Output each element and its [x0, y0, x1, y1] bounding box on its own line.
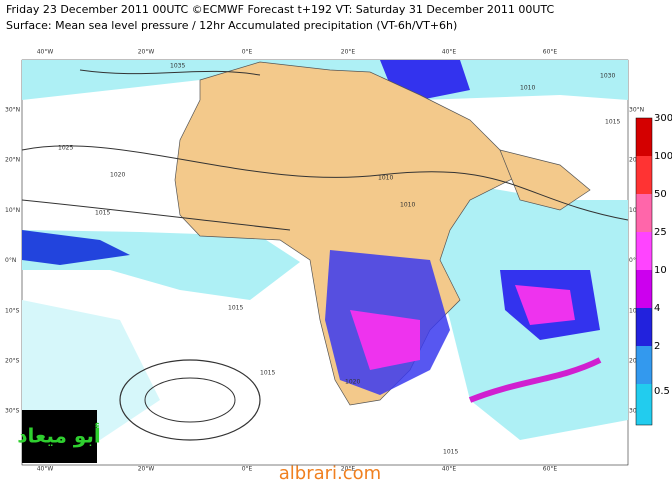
lat-label-left: 10°S — [5, 307, 20, 314]
colorbar-label: 0.5 — [654, 386, 670, 397]
colorbar — [635, 117, 653, 426]
lon-label-top: 60°E — [543, 49, 558, 56]
isobar-label: 1010 — [520, 85, 535, 92]
watermark: أبو ميعاد — [17, 422, 100, 448]
lat-label-left: 20°S — [5, 358, 20, 365]
colorbar-label: 10 — [654, 265, 667, 276]
map-area — [21, 59, 629, 466]
colorbar-labels: 300 100 50 25 10 4 2 0.5 — [654, 113, 672, 397]
lon-label-bottom: 40°E — [442, 466, 457, 473]
lat-label-right: 30°N — [629, 107, 644, 114]
colorbar-label: 25 — [654, 227, 667, 238]
site-name: albrari.com — [279, 463, 381, 483]
lon-label-top: 20°E — [341, 49, 356, 56]
lon-label-top: 40°E — [442, 49, 457, 56]
lon-label-bottom: 20°E — [341, 466, 356, 473]
lat-label-left: 0°N — [5, 257, 16, 264]
lon-label-top: 0°E — [242, 49, 253, 56]
isobar-label: 1015 — [443, 449, 458, 456]
isobar-label: 1010 — [400, 202, 415, 209]
isobar-label: 1030 — [600, 73, 615, 80]
lat-label-left: 30°N — [5, 107, 20, 114]
isobar-label: 1010 — [378, 175, 393, 182]
lat-label-left: 20°N — [5, 157, 20, 164]
colorbar-label: 50 — [654, 189, 667, 200]
lon-label-bottom: 20°W — [138, 466, 155, 473]
lon-label-bottom: 0°E — [242, 466, 253, 473]
isobar-label: 1020 — [345, 379, 360, 386]
lon-label-top: 40°W — [37, 49, 54, 56]
isobar-label: 1035 — [170, 63, 185, 70]
isobar-labels: 1035 1025 1020 1015 1015 1010 1015 1020 1010 1030… — [58, 63, 620, 456]
watermark-box — [22, 410, 97, 463]
title-line2: Surface: Mean sea level pressure / 12hr … — [6, 19, 457, 32]
isobar-label: 1015 — [605, 119, 620, 126]
lon-label-bottom: 40°W — [37, 466, 54, 473]
lat-label-left: 10°N — [5, 207, 20, 214]
colorbar-label: 100 — [654, 151, 672, 162]
title-line1: Friday 23 December 2011 00UTC ©ECMWF For… — [6, 3, 554, 16]
longitude-labels: 40°W 40°W 20°W 20°W 0°E 0°E 20°E 20°E 40°E 40°E 60… — [37, 49, 558, 473]
lon-label-top: 20°W — [138, 49, 155, 56]
isobar-label: 1015 — [260, 370, 275, 377]
isobar-label: 1015 — [95, 210, 110, 217]
colorbar-label: 2 — [654, 341, 660, 352]
lat-label-left: 30°S — [5, 408, 20, 415]
isobar-label: 1020 — [110, 172, 125, 179]
isobar-label: 1015 — [228, 305, 243, 312]
isobar-label: 1025 — [58, 145, 73, 152]
lon-label-bottom: 60°E — [543, 466, 558, 473]
colorbar-label: 300 — [654, 113, 672, 124]
colorbar-label: 4 — [654, 303, 660, 314]
lat-label-right: 0°N — [629, 257, 640, 264]
